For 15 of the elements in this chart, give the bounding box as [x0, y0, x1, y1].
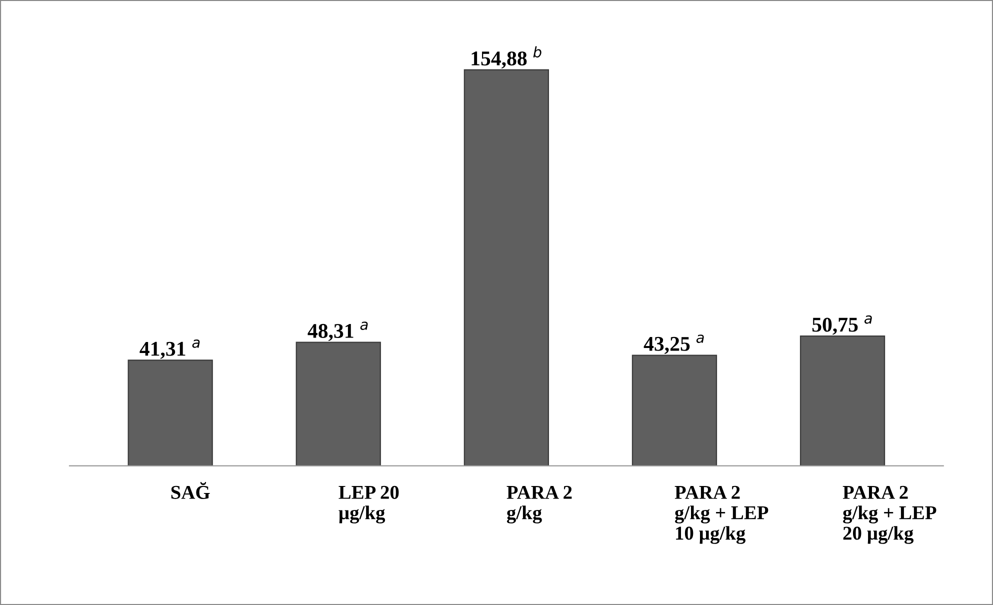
data-label: 154,88 $^{b}$: [472, 46, 542, 69]
data-label: 43,25 $^{a}$: [644, 334, 704, 354]
x-tick-label: PARA 2 g/kg: [506, 486, 572, 524]
bar: [128, 360, 213, 466]
bar: [632, 354, 718, 466]
x-tick-label: SAĞ: [171, 482, 210, 499]
bar: [296, 342, 381, 466]
x-tick-label: PARA 2 g/kg + LEP 20 µg/kg: [842, 486, 936, 544]
bar: [800, 336, 886, 466]
bar: [464, 69, 549, 466]
x-tick-label: PARA 2 g/kg + LEP 10 µg/kg: [674, 486, 768, 544]
data-label: 48,31 $^{a}$: [308, 322, 368, 342]
data-label: 50,75 $^{a}$: [812, 315, 872, 335]
data-label: 41,31 $^{a}$: [140, 340, 200, 359]
x-tick-label: LEP 20 µg/kg: [338, 486, 399, 524]
